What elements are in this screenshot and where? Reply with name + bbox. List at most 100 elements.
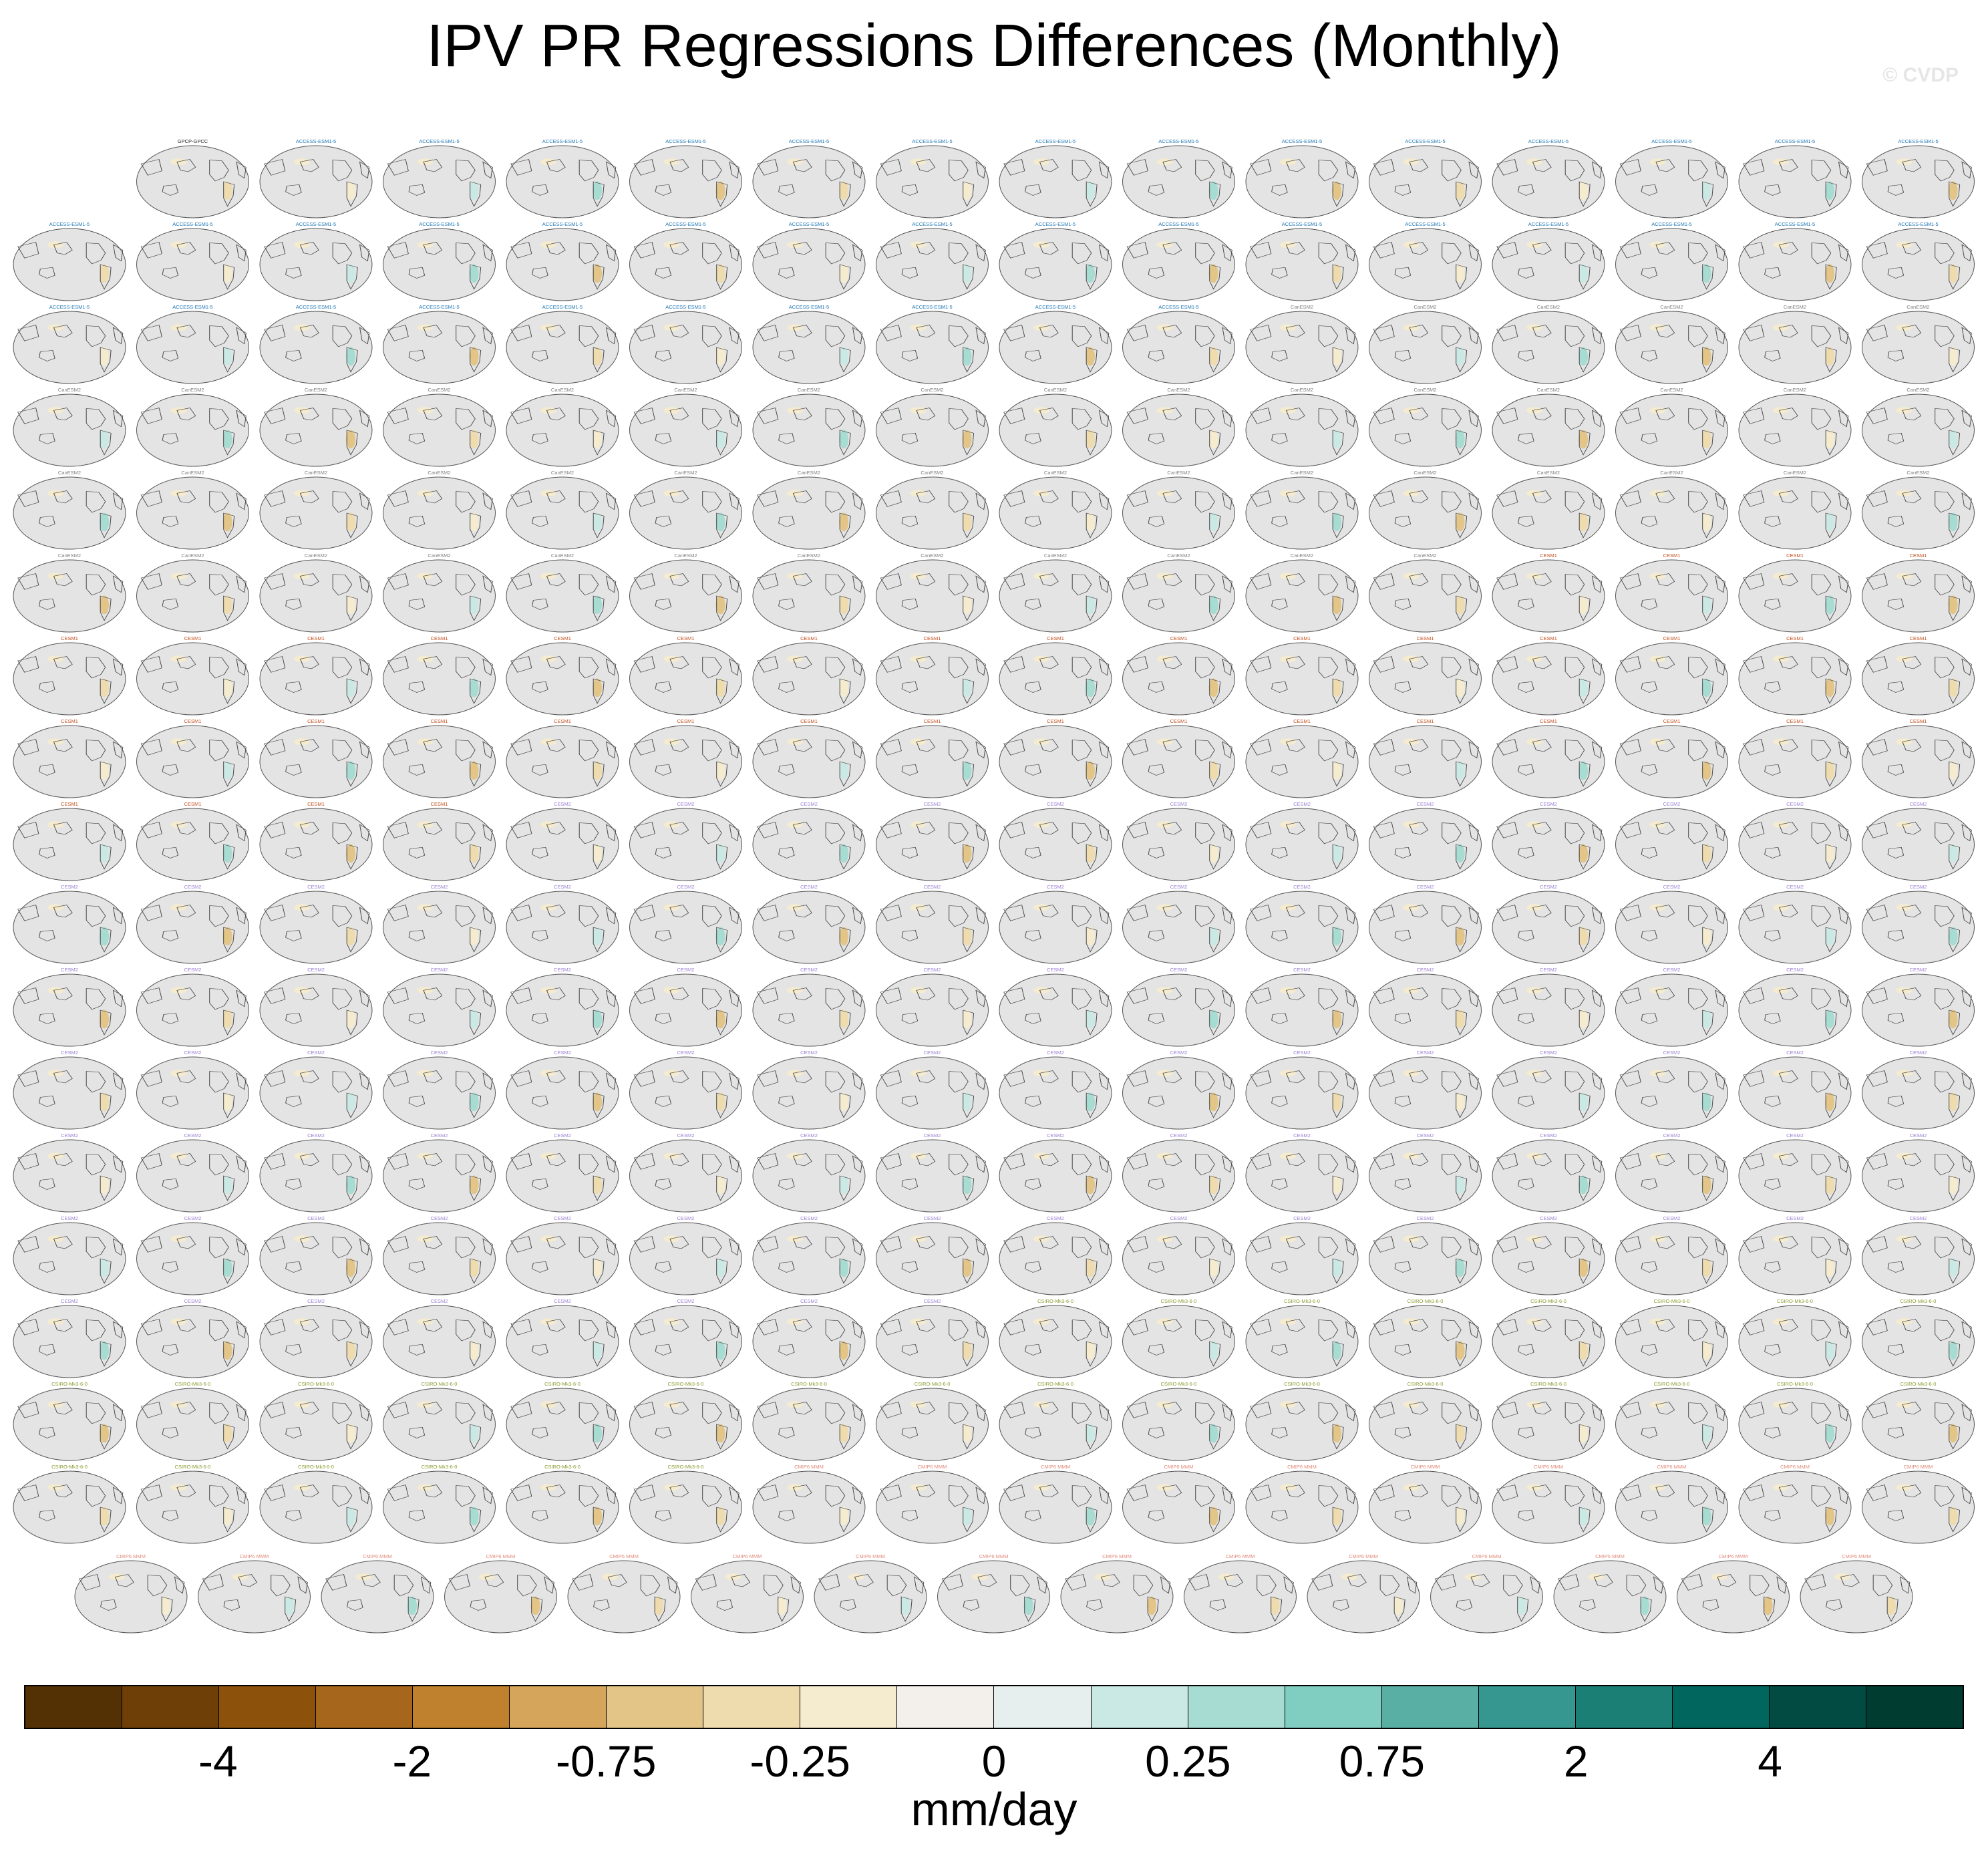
map-panel: CESM1: [753, 718, 865, 798]
map-panel: CESM1: [1739, 553, 1851, 632]
panel-label: CESM1: [307, 718, 325, 724]
anomaly-patch: [1332, 1009, 1342, 1029]
map-panel: CMIP6 MMM: [1739, 1464, 1851, 1543]
map-panel: CanESM2: [753, 387, 865, 466]
map-panel: CESM1: [1492, 718, 1605, 798]
map-panel: CMIP6 MMM: [691, 1553, 804, 1633]
panel-label: ACCESS-ESM1-5: [1035, 304, 1075, 310]
panel-label: CanESM2: [674, 470, 697, 476]
anomaly-patch: [417, 158, 434, 166]
anomaly-patch: [47, 904, 63, 911]
anomaly-patch: [910, 1318, 927, 1326]
map-outline: [136, 1056, 249, 1130]
anomaly-patch: [715, 1175, 725, 1195]
anomaly-patch: [1896, 407, 1913, 414]
anomaly-patch: [1896, 987, 1913, 994]
colorbar-segment: [800, 1686, 898, 1728]
panel-label: CanESM2: [798, 387, 820, 393]
map-panel: CMIP6 MMM: [814, 1553, 927, 1633]
panel-label: CESM2: [1663, 1215, 1681, 1221]
map-panel: CMIP6 MMM: [1554, 1553, 1666, 1633]
map-outline: [752, 394, 866, 467]
map-panel: CSIRO-Mk3-6-0: [506, 1381, 619, 1460]
anomaly-patch: [1455, 595, 1465, 615]
anomaly-patch: [1526, 987, 1542, 994]
anomaly-patch: [47, 573, 63, 580]
panel-label: ACCESS-ESM1-5: [912, 304, 952, 310]
panel-label: CESM2: [1047, 1050, 1064, 1056]
map-outline: [1738, 1305, 1852, 1378]
map-panel: CESM2: [753, 1215, 865, 1295]
map-panel: CESM1: [260, 635, 372, 715]
map-panel: CESM1: [1123, 718, 1235, 798]
anomaly-patch: [715, 844, 725, 863]
map-outline: [383, 1305, 496, 1378]
anomaly-patch: [170, 241, 187, 249]
anomaly-patch: [725, 1573, 741, 1581]
map-panel: CSIRO-Mk3-6-0: [137, 1381, 249, 1460]
anomaly-patch: [469, 430, 479, 449]
map-outline: [1615, 1470, 1728, 1544]
map-outline: [1862, 1222, 1975, 1295]
panel-label: CMIP6 MMM: [1534, 1464, 1563, 1470]
anomaly-patch: [540, 655, 556, 663]
panel-label: CESM2: [1417, 1132, 1434, 1138]
anomaly-patch: [1156, 158, 1173, 166]
panel-label: CSIRO-Mk3-6-0: [544, 1381, 581, 1387]
anomaly-patch: [715, 678, 725, 697]
anomaly-patch: [1701, 430, 1711, 449]
anomaly-patch: [663, 573, 680, 580]
map-panel: CESM2: [999, 884, 1112, 963]
map-panel: CanESM2: [1739, 304, 1851, 383]
anomaly-patch: [1649, 1235, 1666, 1243]
anomaly-patch: [787, 655, 803, 663]
map-panel: CSIRO-Mk3-6-0: [1739, 1298, 1851, 1378]
map-panel: CSIRO-Mk3-6-0: [1862, 1298, 1975, 1378]
colorbar-segment: [122, 1686, 220, 1728]
map-outline: [1245, 1139, 1359, 1213]
panel-label: CESM2: [924, 884, 941, 890]
map-outline: [876, 808, 989, 881]
anomaly-patch: [294, 655, 310, 663]
map-panel: CanESM2: [1862, 387, 1975, 466]
anomaly-patch: [1033, 158, 1049, 166]
anomaly-patch: [777, 1596, 787, 1615]
anomaly-patch: [100, 1341, 110, 1360]
panel-label: CESM2: [61, 1050, 78, 1056]
map-panel: CMIP6 MMM: [1369, 1464, 1482, 1543]
map-outline: [506, 808, 619, 881]
map-panel: CESM1: [1246, 635, 1358, 715]
panel-label: CanESM2: [551, 387, 574, 393]
map-outline: [259, 1305, 373, 1378]
anomaly-patch: [161, 1596, 171, 1615]
anomaly-patch: [1156, 987, 1173, 994]
anomaly-patch: [715, 1507, 725, 1526]
map-panel: ACCESS-ESM1-5: [260, 138, 372, 218]
map-panel: CESM2: [1616, 801, 1728, 881]
map-panel: CESM1: [13, 718, 126, 798]
panel-label: CESM2: [924, 1050, 941, 1056]
anomaly-patch: [1033, 655, 1049, 663]
map-outline: [1430, 1560, 1543, 1634]
anomaly-patch: [787, 1401, 803, 1408]
map-outline: [1369, 808, 1482, 881]
map-outline: [383, 476, 496, 550]
anomaly-patch: [1948, 512, 1958, 532]
panel-label: CESM2: [307, 1050, 325, 1056]
panel-label: CESM1: [677, 718, 695, 724]
map-outline: [1122, 891, 1235, 964]
panel-label: CanESM2: [1784, 387, 1806, 393]
anomaly-patch: [1649, 573, 1666, 580]
panel-label: CESM2: [800, 1132, 818, 1138]
anomaly-patch: [1896, 490, 1913, 497]
anomaly-patch: [1773, 490, 1789, 497]
anomaly-patch: [715, 512, 725, 532]
map-panel: CESM2: [630, 1215, 742, 1295]
anomaly-patch: [294, 1070, 310, 1077]
map-outline: [259, 642, 373, 716]
anomaly-patch: [962, 1009, 972, 1029]
map-outline: [259, 891, 373, 964]
panel-label: CanESM2: [58, 553, 81, 559]
panel-label: CESM2: [1540, 967, 1557, 973]
map-panel: CESM1: [999, 718, 1112, 798]
